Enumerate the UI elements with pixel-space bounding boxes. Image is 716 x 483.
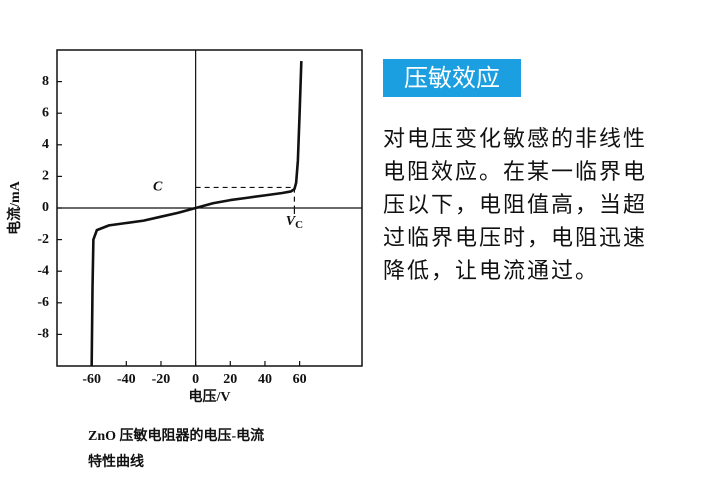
caption: ZnO 压敏电阻器的电压-电流 <box>88 427 264 444</box>
x-tick-label: -20 <box>152 372 171 387</box>
heading: 压敏效应 <box>404 64 500 92</box>
heading-box <box>383 59 521 97</box>
critical-guide <box>195 186 296 208</box>
y-tick-label: -6 <box>37 295 49 310</box>
x-tick-label: 20 <box>223 372 237 387</box>
critical-x-main: V <box>286 214 297 229</box>
y-tick-label: 8 <box>42 74 49 89</box>
y-tick-label: -4 <box>37 263 49 278</box>
paragraph-line: 对电压变化敏感的非线性 <box>383 127 647 152</box>
y-tick-label: 4 <box>42 137 49 152</box>
critical-label: C <box>153 180 163 195</box>
y-tick-label: 6 <box>42 105 49 120</box>
y-tick-label: -2 <box>37 232 49 247</box>
x-tick-label: -60 <box>82 372 101 387</box>
caption: 特性曲线 <box>88 453 144 470</box>
paragraph-line: 压以下，电阻值高，当超 <box>383 193 647 218</box>
y-tick-label: 2 <box>42 169 49 184</box>
x-tick-label: -40 <box>117 372 136 387</box>
y-tick-label: 0 <box>42 200 49 215</box>
paragraph-line: 降低，让电流通过。 <box>383 259 599 284</box>
x-tick-label: 60 <box>293 372 307 387</box>
x-axis-label: 电压/V <box>189 388 231 405</box>
paragraph-line: 电阻效应。在某一临界电 <box>383 160 647 185</box>
paragraph-line: 过临界电压时，电阻迅速 <box>383 226 647 251</box>
critical-x-sub: C <box>295 219 303 231</box>
y-axis-label: 电流/mA <box>6 180 23 235</box>
iv-curve <box>90 61 303 367</box>
x-tick-label: 40 <box>258 372 272 387</box>
x-tick-label: 0 <box>192 372 199 387</box>
y-tick-label: -8 <box>37 327 49 342</box>
critical-x-label: VC <box>286 214 303 230</box>
